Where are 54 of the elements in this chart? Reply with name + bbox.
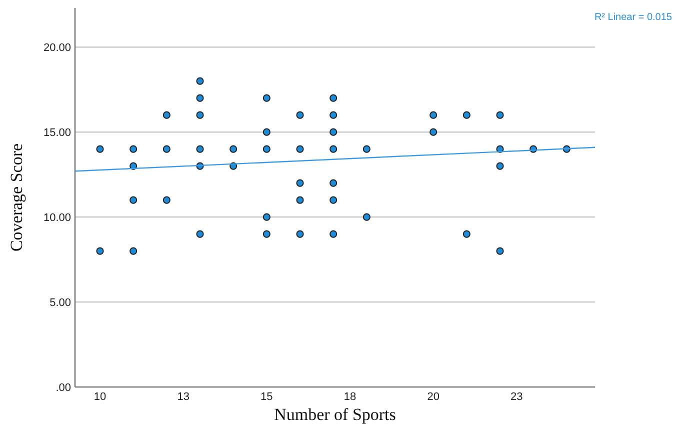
point: [196, 230, 204, 238]
point: [330, 145, 338, 153]
point: [496, 111, 504, 119]
point: [330, 128, 338, 136]
point: [96, 145, 104, 153]
point: [462, 111, 470, 119]
point: [196, 145, 204, 153]
point: [362, 213, 370, 221]
point: [430, 128, 438, 136]
point: [162, 196, 170, 204]
point: [262, 230, 270, 238]
point: [430, 111, 438, 119]
point: [130, 247, 138, 255]
point: [330, 230, 338, 238]
x-tick-label: 20: [427, 391, 440, 403]
y-tick-label: 15.00: [43, 126, 71, 139]
x-tick-label: 13: [177, 391, 190, 403]
point: [96, 247, 104, 255]
point: [462, 230, 470, 238]
point: [330, 111, 338, 119]
point: [262, 94, 270, 102]
point: [296, 179, 304, 187]
point: [296, 111, 304, 119]
annotation: R² Linear = 0.015: [594, 12, 672, 23]
x-axis-title: Number of Sports: [274, 405, 396, 424]
point: [296, 145, 304, 153]
point: [262, 213, 270, 221]
point: [330, 179, 338, 187]
point: [330, 94, 338, 102]
y-tick-label: 10.00: [43, 212, 71, 224]
point: [330, 196, 338, 204]
point: [196, 77, 204, 85]
point: [496, 162, 504, 170]
point: [230, 145, 238, 153]
y-tick-label: 5.00: [50, 296, 71, 309]
point: [196, 111, 204, 119]
point: [162, 145, 170, 153]
point: [362, 145, 370, 153]
point: [496, 247, 504, 255]
point: [196, 94, 204, 102]
x-tick-label: 23: [510, 391, 523, 403]
point: [130, 145, 138, 153]
x-tick-label: 10: [94, 391, 106, 403]
point: [296, 196, 304, 204]
point: [130, 196, 138, 204]
y-axis-title: Coverage Score: [7, 143, 26, 252]
y-tick-label: 20.00: [43, 42, 71, 54]
point: [162, 111, 170, 119]
x-tick-label: 15: [260, 391, 273, 403]
y-tick-label: .00: [56, 382, 71, 394]
x-tick-label: 18: [344, 391, 356, 403]
point: [296, 230, 304, 238]
point: [262, 145, 270, 153]
point: [262, 128, 270, 136]
